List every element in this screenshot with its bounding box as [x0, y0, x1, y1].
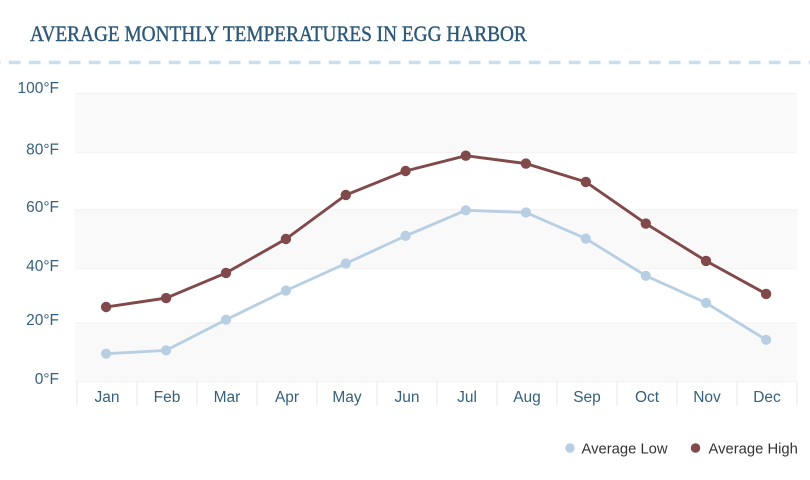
svg-text:Sep: Sep — [573, 389, 601, 406]
svg-text:Feb: Feb — [154, 389, 181, 406]
svg-text:Mar: Mar — [214, 389, 241, 406]
svg-text:Nov: Nov — [693, 389, 721, 406]
svg-text:Dec: Dec — [753, 389, 781, 406]
svg-text:Average High: Average High — [709, 442, 798, 458]
svg-text:Jan: Jan — [95, 389, 120, 406]
svg-text:Apr: Apr — [275, 389, 299, 406]
svg-text:Jul: Jul — [457, 389, 477, 406]
svg-text:20°F: 20°F — [26, 312, 59, 329]
svg-text:60°F: 60°F — [26, 199, 59, 216]
svg-text:Oct: Oct — [635, 389, 660, 406]
svg-text:100°F: 100°F — [17, 80, 59, 97]
svg-text:Jun: Jun — [395, 389, 420, 406]
svg-text:May: May — [332, 389, 362, 406]
svg-text:AVERAGE MONTHLY TEMPERATURES I: AVERAGE MONTHLY TEMPERATURES IN EGG HARB… — [30, 23, 527, 46]
svg-text:Average Low: Average Low — [582, 442, 668, 458]
svg-text:Aug: Aug — [513, 389, 541, 406]
svg-text:40°F: 40°F — [26, 258, 59, 275]
svg-text:0°F: 0°F — [35, 371, 59, 388]
svg-text:80°F: 80°F — [26, 142, 59, 159]
